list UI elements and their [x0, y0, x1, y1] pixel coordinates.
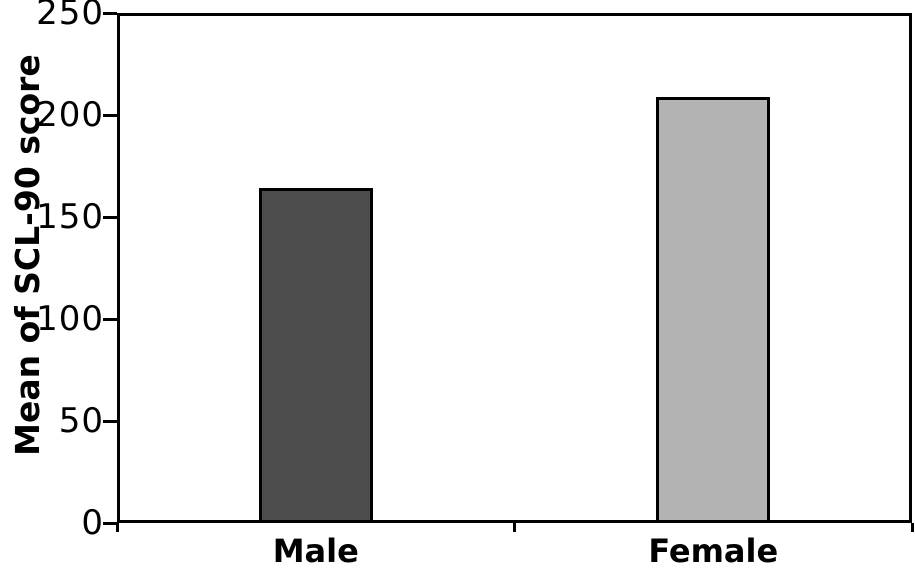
- x-tick-mark: [513, 523, 516, 532]
- y-tick-label: 250: [36, 0, 104, 33]
- y-tick-label: 100: [36, 299, 104, 339]
- y-tick-mark: [103, 11, 117, 15]
- y-tick-label: 150: [36, 197, 104, 237]
- x-category-label-male: Male: [272, 532, 359, 570]
- x-tick-mark: [115, 523, 119, 532]
- y-tick-mark: [103, 113, 117, 117]
- bar-male: [258, 188, 373, 520]
- x-tick-mark: [910, 523, 914, 532]
- y-tick-mark: [103, 419, 117, 423]
- y-tick-label: 200: [36, 95, 104, 135]
- plot-area: [117, 13, 912, 523]
- y-tick-label: 50: [58, 401, 104, 441]
- y-tick-mark: [103, 215, 117, 219]
- y-tick-label: 0: [81, 503, 104, 543]
- bar-female: [656, 96, 771, 520]
- x-category-label-female: Female: [648, 532, 779, 570]
- y-tick-mark: [103, 317, 117, 321]
- y-tick-mark: [103, 521, 117, 525]
